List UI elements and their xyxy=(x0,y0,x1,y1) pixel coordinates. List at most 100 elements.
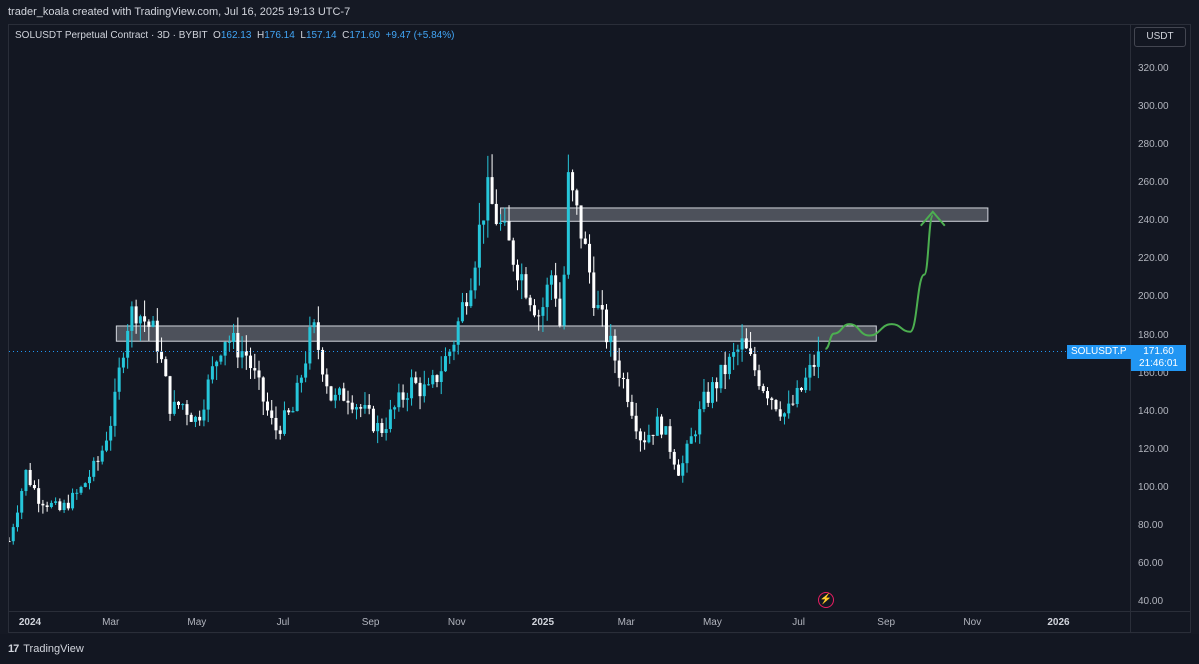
time-tick: 2025 xyxy=(531,617,555,628)
candle-body-35 xyxy=(155,320,159,352)
candle-body-137 xyxy=(588,243,592,273)
candle-body-128 xyxy=(549,275,553,285)
time-tick: Nov xyxy=(447,617,466,628)
candle-body-177 xyxy=(757,370,761,387)
price-tick: 260.00 xyxy=(1138,177,1169,189)
candle-body-123 xyxy=(528,297,532,306)
candle-body-33 xyxy=(147,321,151,327)
candle-body-59 xyxy=(257,370,261,378)
time-axis-separator xyxy=(8,611,1191,612)
tradingview-logo-icon: 17 xyxy=(8,643,19,655)
candle-body-17 xyxy=(79,486,83,493)
candle-body-114 xyxy=(490,177,494,204)
candle-body-120 xyxy=(516,264,520,281)
candle-body-169 xyxy=(723,364,727,375)
candle-body-75 xyxy=(325,374,329,387)
candle-body-42 xyxy=(185,404,189,415)
candle-body-54 xyxy=(236,332,240,358)
candle-body-166 xyxy=(710,382,714,403)
candle-body-21 xyxy=(96,460,100,462)
candle-body-112 xyxy=(482,220,486,225)
candle-body-5 xyxy=(28,469,32,485)
candle-body-91 xyxy=(393,407,397,410)
candle-body-8 xyxy=(41,503,45,506)
legend-change: +9.47 (+5.84%) xyxy=(385,30,455,41)
candle-body-66 xyxy=(287,410,291,413)
flash-icon[interactable]: ⚡ xyxy=(818,592,834,608)
candle-body-175 xyxy=(749,348,753,355)
candle-body-41 xyxy=(181,404,185,406)
candle-body-90 xyxy=(388,409,392,430)
arrow-head xyxy=(920,210,946,227)
bar-countdown: 21:46:01 xyxy=(1139,358,1178,369)
price-tick: 120.00 xyxy=(1138,443,1169,455)
candle-body-127 xyxy=(545,284,549,308)
candle-body-0 xyxy=(9,541,11,543)
time-tick: Mar xyxy=(617,617,635,628)
candle-body-71 xyxy=(308,327,312,364)
price-tick: 180.00 xyxy=(1138,329,1169,341)
candle-body-26 xyxy=(117,367,121,392)
candle-body-23 xyxy=(104,440,108,451)
candle-body-55 xyxy=(240,350,244,358)
legend-high-label: H xyxy=(256,30,265,41)
candle-body-83 xyxy=(359,407,363,409)
candle-body-80 xyxy=(346,400,350,403)
candle-body-45 xyxy=(198,416,202,421)
candle-body-67 xyxy=(291,411,295,413)
candle-body-14 xyxy=(66,502,70,509)
candle-body-4 xyxy=(24,469,28,492)
credit-text: trader_koala created with TradingView.co… xyxy=(8,6,351,18)
legend-low-label: L xyxy=(300,30,306,41)
candle-body-133 xyxy=(571,172,575,191)
chart-pane[interactable] xyxy=(8,24,1191,633)
projection-path xyxy=(825,214,934,350)
candle-body-145 xyxy=(621,377,625,380)
candle-body-47 xyxy=(206,379,210,410)
candle-body-141 xyxy=(604,309,608,343)
candle-body-153 xyxy=(655,416,659,436)
footer: 17 TradingView xyxy=(0,634,1199,664)
candle-body-178 xyxy=(761,386,765,392)
candle-body-32 xyxy=(143,316,147,322)
price-tick: 80.00 xyxy=(1138,519,1164,531)
time-tick: Sep xyxy=(361,617,380,628)
tradingview-logo[interactable]: 17 TradingView xyxy=(8,643,84,655)
candle-body-160 xyxy=(685,443,689,464)
candle-body-60 xyxy=(261,377,265,402)
candle-body-150 xyxy=(643,440,647,443)
candle-body-110 xyxy=(473,267,477,291)
price-tick: 220.00 xyxy=(1138,253,1169,265)
legend-close-label: C xyxy=(342,30,350,41)
candle-body-50 xyxy=(219,355,223,362)
candle-body-111 xyxy=(477,224,481,268)
candle-body-156 xyxy=(668,426,672,452)
candle-body-19 xyxy=(88,476,92,484)
candle-body-82 xyxy=(354,407,358,410)
candle-body-124 xyxy=(532,305,536,316)
candle-body-146 xyxy=(626,379,630,402)
candle-body-142 xyxy=(609,335,613,343)
price-tick: 300.00 xyxy=(1138,101,1169,113)
legend-high: 176.14 xyxy=(264,30,295,41)
candle-body-13 xyxy=(62,502,66,510)
currency-button[interactable]: USDT xyxy=(1134,27,1186,47)
brand-name: TradingView xyxy=(23,643,84,655)
candle-body-135 xyxy=(579,205,583,239)
candle-body-36 xyxy=(160,351,164,360)
candle-body-86 xyxy=(371,408,375,432)
candle-body-34 xyxy=(151,320,155,327)
candle-body-57 xyxy=(249,355,253,369)
price-tick: 240.00 xyxy=(1138,215,1169,227)
legend-close: 171.60 xyxy=(349,30,380,41)
candles xyxy=(9,154,820,545)
candle-body-58 xyxy=(253,368,257,371)
time-tick: 2024 xyxy=(18,617,42,628)
candle-body-7 xyxy=(37,488,41,504)
candle-body-157 xyxy=(672,451,676,465)
price-tick: 60.00 xyxy=(1138,557,1164,569)
candle-body-158 xyxy=(677,464,681,476)
candle-body-70 xyxy=(304,363,308,378)
candle-body-56 xyxy=(244,350,248,356)
